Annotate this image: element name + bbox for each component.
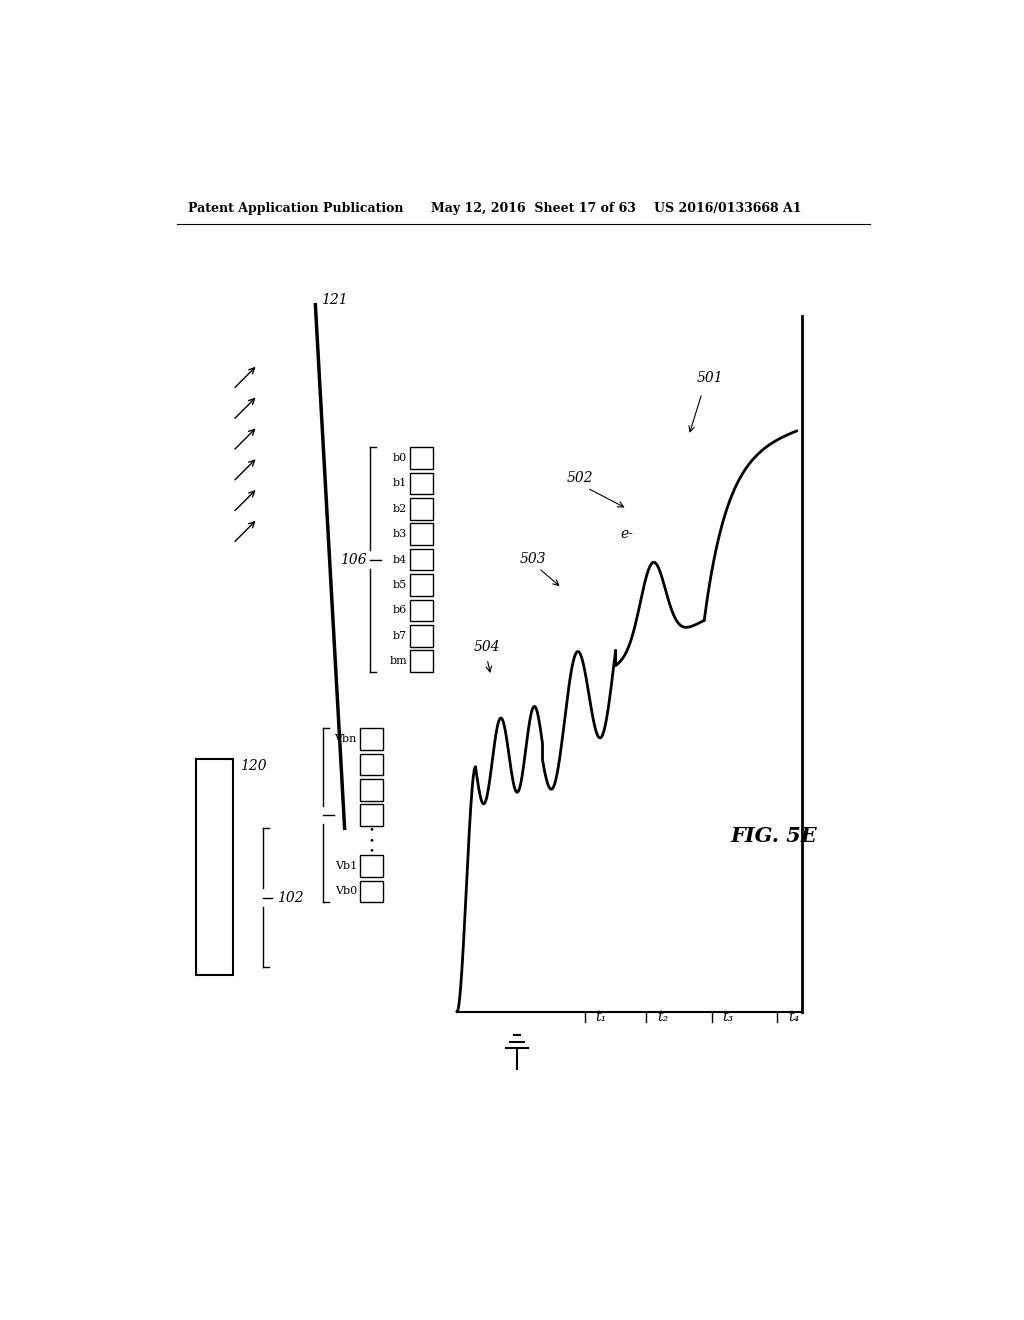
Text: Vb1: Vb1 [335, 861, 357, 871]
Bar [360, 729, 383, 750]
Text: 502: 502 [567, 471, 594, 484]
Bar [410, 574, 433, 595]
Text: t₄: t₄ [788, 1010, 800, 1024]
Text: b7: b7 [393, 631, 407, 640]
Bar [360, 754, 383, 775]
Text: Patent Application Publication: Patent Application Publication [188, 202, 403, 215]
Text: b0: b0 [393, 453, 407, 463]
Text: 503: 503 [519, 552, 546, 566]
Bar [410, 473, 433, 494]
Text: b3: b3 [393, 529, 407, 539]
Text: Vbn: Vbn [335, 734, 357, 744]
Text: •
•
•: • • • [369, 826, 375, 855]
Text: bm: bm [389, 656, 407, 667]
Bar [410, 447, 433, 469]
Text: b4: b4 [393, 554, 407, 565]
Text: t₃: t₃ [723, 1010, 734, 1024]
Bar [360, 779, 383, 800]
Text: Vb0: Vb0 [335, 887, 357, 896]
Bar [360, 880, 383, 903]
Bar [360, 804, 383, 826]
Text: 504: 504 [473, 640, 500, 655]
Bar [410, 498, 433, 520]
Text: May 12, 2016  Sheet 17 of 63: May 12, 2016 Sheet 17 of 63 [431, 202, 636, 215]
Text: US 2016/0133668 A1: US 2016/0133668 A1 [654, 202, 802, 215]
Text: b2: b2 [393, 504, 407, 513]
Text: t₂: t₂ [657, 1010, 669, 1024]
Bar [410, 549, 433, 570]
Text: FIG. 5E: FIG. 5E [730, 826, 817, 846]
Bar [196, 759, 233, 974]
Bar [410, 524, 433, 545]
Text: 501: 501 [696, 371, 723, 385]
Text: 120: 120 [240, 759, 266, 774]
Bar [360, 855, 383, 876]
Text: b6: b6 [393, 606, 407, 615]
Bar [410, 599, 433, 622]
Text: b5: b5 [393, 579, 407, 590]
Text: b1: b1 [393, 478, 407, 488]
Bar [410, 651, 433, 672]
Bar [410, 626, 433, 647]
Text: e-: e- [621, 527, 634, 541]
Text: 121: 121 [322, 293, 348, 308]
Text: 106: 106 [340, 553, 367, 566]
Text: 102: 102 [276, 891, 303, 904]
Text: t₁: t₁ [596, 1010, 607, 1024]
